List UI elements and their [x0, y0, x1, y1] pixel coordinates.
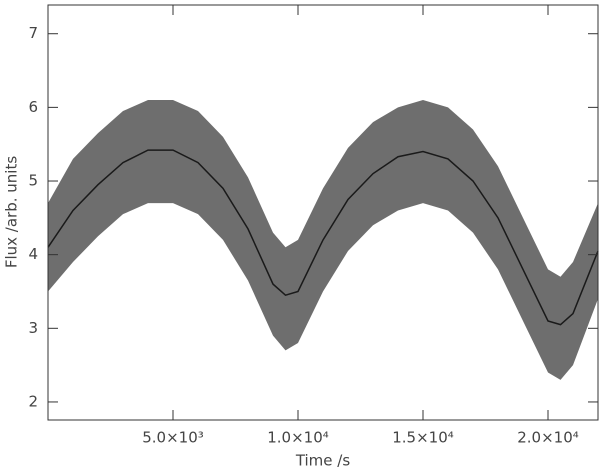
- y-tick-label: 2: [28, 392, 38, 410]
- x-tick-label: 1.0×10⁴: [267, 429, 329, 447]
- mean-curve: [47, 149, 599, 326]
- y-tick-label: 6: [28, 98, 38, 116]
- x-tick-label: 2.0×10⁴: [517, 429, 579, 447]
- y-tick-label: 7: [28, 24, 38, 42]
- y-axis-label: Flux /arb. units: [3, 156, 21, 268]
- x-axis-label: Time /s: [295, 452, 351, 470]
- y-tick-label: 4: [28, 245, 38, 263]
- y-tick-label: 3: [28, 319, 38, 337]
- plot-frame: [47, 4, 599, 421]
- x-tick-label: 1.5×10⁴: [392, 429, 454, 447]
- x-tick-label: 5.0×10³: [142, 429, 204, 447]
- y-tick-label: 5: [28, 172, 38, 190]
